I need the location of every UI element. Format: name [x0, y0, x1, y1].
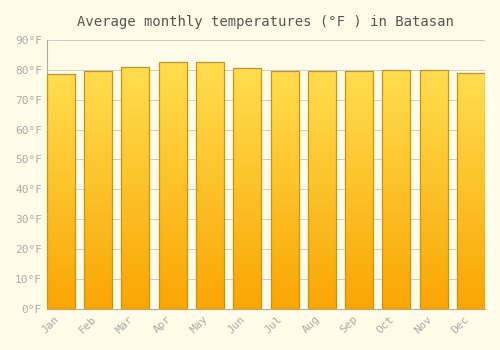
Bar	[270, 71, 298, 309]
Bar	[234, 68, 262, 309]
Bar	[158, 62, 186, 309]
Bar	[457, 73, 485, 309]
Bar	[84, 71, 112, 309]
Bar	[345, 71, 373, 309]
Bar	[420, 70, 448, 309]
Bar	[308, 71, 336, 309]
Bar	[158, 62, 186, 309]
Bar	[47, 74, 75, 309]
Title: Average monthly temperatures (°F ) in Batasan: Average monthly temperatures (°F ) in Ba…	[78, 15, 454, 29]
Bar	[382, 70, 410, 309]
Bar	[345, 71, 373, 309]
Bar	[84, 71, 112, 309]
Bar	[196, 62, 224, 309]
Bar	[270, 71, 298, 309]
Bar	[457, 73, 485, 309]
Bar	[420, 70, 448, 309]
Bar	[308, 71, 336, 309]
Bar	[196, 62, 224, 309]
Bar	[382, 70, 410, 309]
Bar	[234, 68, 262, 309]
Bar	[47, 74, 75, 309]
Bar	[122, 67, 150, 309]
Bar	[122, 67, 150, 309]
